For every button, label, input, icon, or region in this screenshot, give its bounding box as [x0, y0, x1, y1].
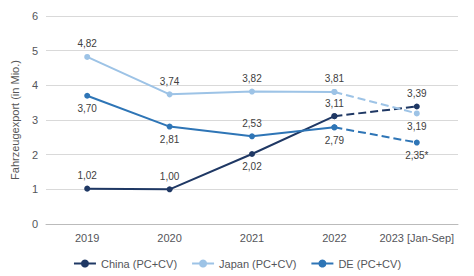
svg-text:5: 5 [32, 45, 38, 57]
svg-text:3,74: 3,74 [160, 76, 180, 87]
svg-text:3,81: 3,81 [325, 73, 345, 84]
svg-text:3,19: 3,19 [407, 121, 427, 132]
svg-text:2,53: 2,53 [242, 118, 262, 129]
svg-text:3,11: 3,11 [325, 98, 344, 109]
svg-text:3: 3 [32, 114, 38, 126]
svg-text:4,82: 4,82 [77, 38, 97, 49]
svg-text:2023 [Jan-Sep]: 2023 [Jan-Sep] [379, 232, 454, 244]
svg-text:3,82: 3,82 [242, 73, 262, 84]
svg-text:2021: 2021 [240, 232, 264, 244]
svg-text:2,02: 2,02 [242, 161, 262, 172]
svg-text:Fahrzeugexport (in Mio.): Fahrzeugexport (in Mio.) [9, 60, 21, 180]
svg-text:4: 4 [32, 79, 38, 91]
svg-text:China (PC+CV): China (PC+CV) [101, 258, 177, 270]
svg-text:2,81: 2,81 [160, 134, 180, 145]
svg-text:2020: 2020 [157, 232, 181, 244]
svg-text:1,02: 1,02 [77, 170, 97, 181]
svg-text:3,70: 3,70 [77, 103, 97, 114]
svg-text:2019: 2019 [75, 232, 99, 244]
svg-text:3,39: 3,39 [407, 88, 427, 99]
svg-text:2: 2 [32, 149, 38, 161]
svg-text:2,35*: 2,35* [405, 150, 428, 161]
svg-text:2022: 2022 [322, 232, 346, 244]
svg-text:0: 0 [32, 218, 38, 230]
svg-text:Japan (PC+CV): Japan (PC+CV) [219, 258, 296, 270]
svg-text:1: 1 [32, 183, 38, 195]
svg-text:DE (PC+CV): DE (PC+CV) [338, 258, 401, 270]
svg-text:1,00: 1,00 [160, 171, 180, 182]
svg-text:2,79: 2,79 [325, 135, 345, 146]
svg-text:6: 6 [32, 10, 38, 22]
